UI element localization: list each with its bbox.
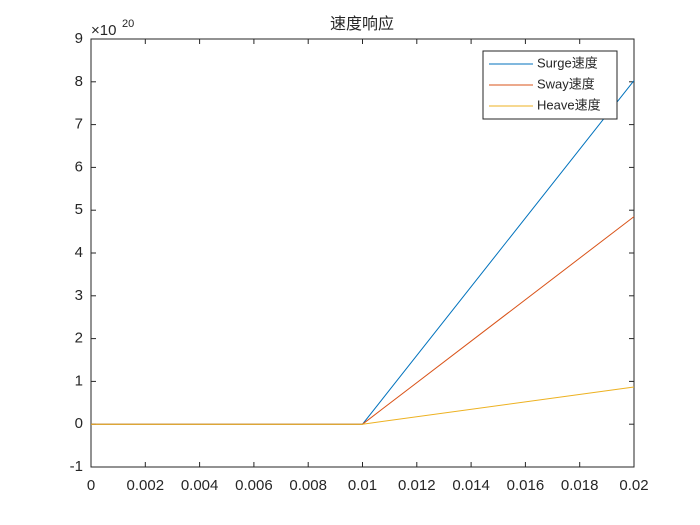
x-tick-label: 0.006 bbox=[235, 477, 273, 494]
x-tick-label: 0.008 bbox=[289, 477, 327, 494]
x-tick-label: 0.002 bbox=[127, 477, 165, 494]
legend-label: Sway速度 bbox=[537, 76, 595, 91]
series-line bbox=[91, 386, 635, 425]
x-tick-label: 0.012 bbox=[398, 477, 436, 494]
y-multiplier-base: ×10 bbox=[91, 22, 116, 39]
x-tick-label: 0.014 bbox=[452, 477, 490, 494]
y-tick-label: 7 bbox=[75, 116, 83, 133]
y-tick-label: 6 bbox=[75, 158, 83, 175]
y-tick-label: 4 bbox=[75, 244, 83, 261]
y-tick-label: 2 bbox=[75, 330, 83, 347]
y-tick-label: 1 bbox=[75, 372, 83, 389]
legend-label: Heave速度 bbox=[537, 97, 601, 112]
y-tick-label: 0 bbox=[75, 415, 83, 432]
y-tick-label: 8 bbox=[75, 73, 83, 90]
x-tick-label: 0.018 bbox=[561, 477, 599, 494]
y-multiplier-power: 20 bbox=[122, 18, 134, 30]
y-tick-label: -1 bbox=[70, 458, 83, 475]
y-tick-label: 5 bbox=[75, 201, 83, 218]
x-tick-label: 0.016 bbox=[507, 477, 545, 494]
legend-label: Surge速度 bbox=[537, 55, 598, 70]
x-tick-label: 0.02 bbox=[619, 477, 648, 494]
y-tick-label: 9 bbox=[75, 30, 83, 47]
y-tick-label: 3 bbox=[75, 287, 83, 304]
x-tick-label: 0 bbox=[87, 477, 95, 494]
chart-title: 速度响应 bbox=[330, 14, 394, 33]
x-tick-label: 0.01 bbox=[348, 477, 377, 494]
x-tick-label: 0.004 bbox=[181, 477, 219, 494]
